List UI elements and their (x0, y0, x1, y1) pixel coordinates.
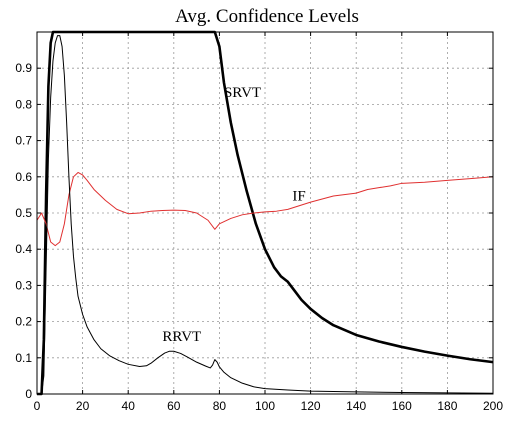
x-tick-label: 20 (76, 399, 90, 413)
y-tick-label: 0.9 (15, 61, 32, 75)
x-tick-label: 200 (483, 399, 503, 413)
axis-ticks (36, 32, 494, 395)
series-line-if (36, 171, 494, 247)
y-tick-label: 0 (25, 387, 32, 401)
annotation-if: IF (292, 188, 305, 204)
y-tick-label: 0.4 (15, 242, 32, 256)
x-tick-label: 140 (346, 399, 366, 413)
x-tick-label: 100 (255, 399, 275, 413)
chart-title: Avg. Confidence Levels (175, 6, 359, 27)
grid-lines (37, 32, 493, 394)
x-tick-label: 60 (167, 399, 181, 413)
series-annotations: SRVT IF RRVT (162, 85, 305, 345)
y-tick-label: 0.5 (15, 206, 32, 220)
annotation-rrvt: RRVT (162, 329, 201, 345)
y-tick-label: 0.6 (15, 170, 32, 184)
y-tick-label: 0.2 (15, 315, 32, 329)
y-tick-label: 0.3 (15, 278, 32, 292)
x-tick-label: 180 (437, 399, 457, 413)
series-lines (36, 30, 494, 396)
annotation-srvt: SRVT (224, 85, 261, 101)
y-tick-label: 0.8 (15, 97, 32, 111)
x-tick-label: 120 (301, 399, 321, 413)
series-line-srvt (37, 30, 494, 396)
x-tick-label: 80 (213, 399, 227, 413)
y-tick-label: 0.7 (15, 134, 32, 148)
x-tick-label: 0 (34, 399, 41, 413)
y-tick-label: 0.1 (15, 351, 32, 365)
x-tick-label: 160 (392, 399, 412, 413)
x-axis-tick-labels: 0 20 40 60 80 100 120 140 160 180 200 (34, 399, 504, 413)
x-tick-label: 40 (122, 399, 136, 413)
series-line-rrvt (37, 35, 494, 395)
y-axis-tick-labels: 0 0.1 0.2 0.3 0.4 0.5 0.6 0.7 0.8 0.9 (15, 61, 32, 401)
